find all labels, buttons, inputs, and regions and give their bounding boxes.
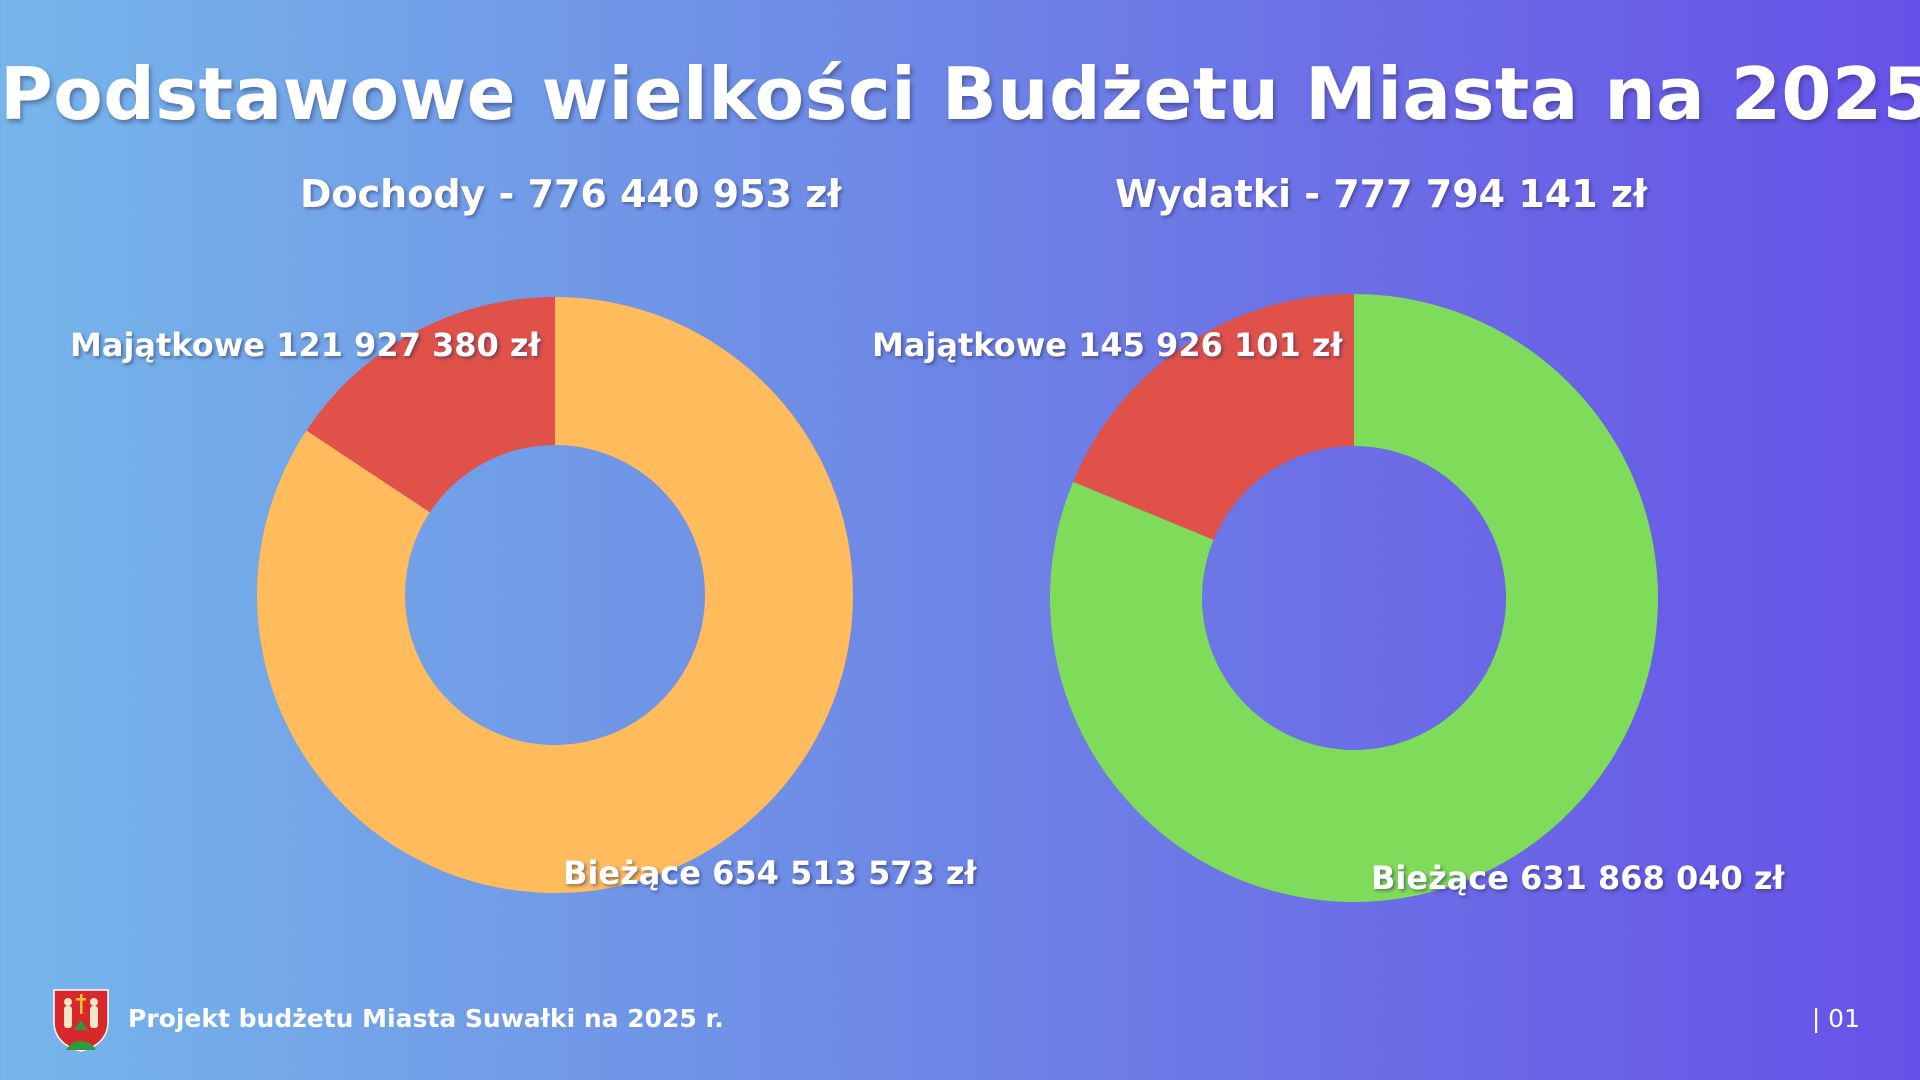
income-current-label: Bieżące 654 513 573 zł [563, 854, 977, 892]
income-capital-slice [306, 297, 555, 513]
page-number: | 01 [1811, 1004, 1860, 1033]
expenditure-current-slice [1050, 294, 1658, 902]
expenditure-current-label: Bieżące 631 868 040 zł [1371, 859, 1785, 897]
page-title: Podstawowe wielkości Budżetu Miasta na 2… [0, 52, 1920, 136]
city-coat-of-arms-icon [53, 989, 109, 1052]
chart-title-income: Dochody - 776 440 953 zł [300, 172, 842, 216]
income-current-slice [256, 297, 853, 894]
footer-project-title: Projekt budżetu Miasta Suwałki na 2025 r… [128, 1004, 724, 1033]
expenditure-capital-slice [1073, 294, 1354, 540]
chart-title-expenditure: Wydatki - 777 794 141 zł [1115, 172, 1648, 216]
expenditure-donut-chart [1050, 294, 1658, 902]
income-capital-label: Majątkowe 121 927 380 zł [70, 326, 541, 364]
expenditure-capital-label: Majątkowe 145 926 101 zł [872, 326, 1343, 364]
income-donut-chart [256, 297, 853, 894]
